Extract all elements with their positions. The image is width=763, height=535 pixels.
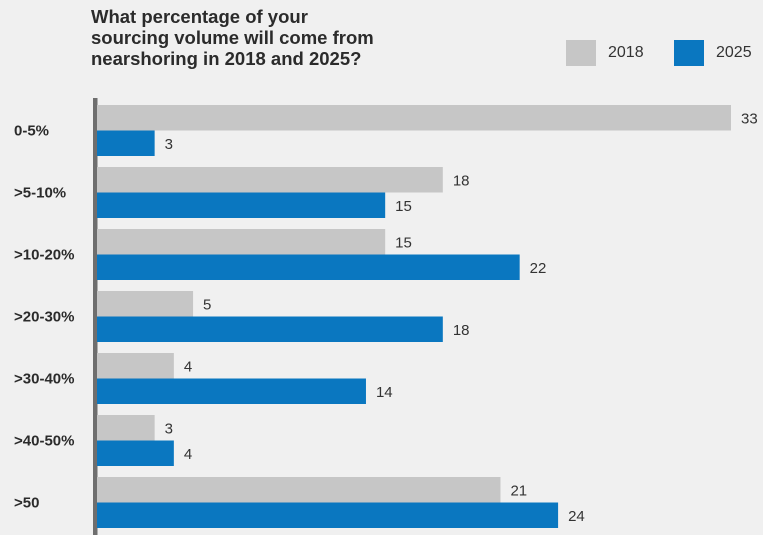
bar-2018-20-30 bbox=[97, 291, 194, 317]
bar-2018-40-50 bbox=[97, 415, 155, 441]
value-label-2025-10-20: 22 bbox=[530, 260, 547, 277]
legend-swatch-2018 bbox=[566, 40, 596, 66]
bar-2025-50 bbox=[97, 502, 559, 528]
chart-title-line-2: sourcing volume will come from bbox=[91, 27, 374, 48]
value-label-2025-5-10: 15 bbox=[395, 198, 412, 215]
value-label-2025-40-50: 4 bbox=[184, 446, 192, 463]
chart-title-line-3: nearshoring in 2018 and 2025? bbox=[91, 48, 362, 69]
legend-label-2025: 2025 bbox=[716, 44, 752, 61]
legend-label-2018: 2018 bbox=[608, 44, 644, 61]
category-label-5-10: >5-10% bbox=[14, 185, 66, 202]
category-label-20-30: >20-30% bbox=[14, 309, 74, 326]
chart-title-line-1: What percentage of your bbox=[91, 6, 308, 27]
value-label-2025-0-5: 3 bbox=[165, 136, 173, 153]
value-label-2025-50: 24 bbox=[568, 508, 585, 525]
bar-2018-0-5 bbox=[97, 105, 731, 131]
category-label-40-50: >40-50% bbox=[14, 433, 74, 450]
bar-2018-30-40 bbox=[97, 353, 174, 379]
value-label-2025-30-40: 14 bbox=[376, 384, 393, 401]
bar-2025-40-50 bbox=[97, 440, 174, 466]
bar-2025-0-5 bbox=[97, 130, 155, 156]
category-label-50: >50 bbox=[14, 495, 39, 512]
value-label-2018-0-5: 33 bbox=[741, 110, 758, 127]
bar-2018-50 bbox=[97, 477, 501, 503]
category-label-0-5: 0-5% bbox=[14, 123, 49, 140]
legend-swatch-2025 bbox=[674, 40, 704, 66]
value-label-2018-30-40: 4 bbox=[184, 358, 192, 375]
legend-item-2025: 2025 bbox=[674, 40, 752, 66]
bar-2025-10-20 bbox=[97, 254, 520, 280]
value-label-2018-10-20: 15 bbox=[395, 234, 412, 251]
legend-item-2018: 2018 bbox=[566, 40, 644, 66]
value-label-2018-20-30: 5 bbox=[203, 296, 211, 313]
bar-2025-20-30 bbox=[97, 316, 443, 342]
value-label-2018-5-10: 18 bbox=[453, 172, 470, 189]
value-label-2025-20-30: 18 bbox=[453, 322, 470, 339]
value-label-2018-50: 21 bbox=[510, 482, 527, 499]
y-axis-line bbox=[93, 98, 98, 535]
value-label-2018-40-50: 3 bbox=[165, 420, 173, 437]
bar-2025-5-10 bbox=[97, 192, 386, 218]
chart-title: What percentage of your sourcing volume … bbox=[91, 6, 411, 69]
bar-2025-30-40 bbox=[97, 378, 366, 404]
category-label-10-20: >10-20% bbox=[14, 247, 74, 264]
bar-2018-5-10 bbox=[97, 167, 443, 193]
category-label-30-40: >30-40% bbox=[14, 371, 74, 388]
bar-2018-10-20 bbox=[97, 229, 386, 255]
